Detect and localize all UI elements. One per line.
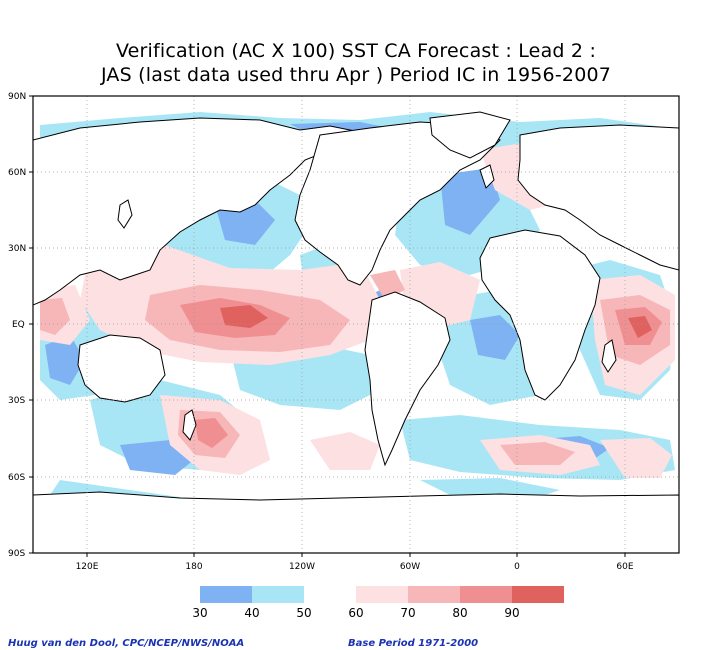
lon-label-120w: 120W <box>289 562 315 572</box>
tick-marks <box>29 95 626 557</box>
skill-80-90-regions <box>180 298 662 448</box>
lat-label-60s: 60S <box>8 473 25 483</box>
legend-swatch-3 <box>356 586 408 603</box>
graticule <box>33 96 679 553</box>
legend-label-60: 60 <box>348 606 363 620</box>
legend-swatch-1 <box>252 586 304 603</box>
longitude-labels: 120E 180 120W 60W 0 60E <box>76 562 634 572</box>
latitude-labels: 90N 60N 30N EQ 30S 60S 90S <box>8 92 26 559</box>
legend-swatch-0 <box>200 586 252 603</box>
legend-label-40: 40 <box>244 606 259 620</box>
lon-label-120e: 120E <box>76 562 99 572</box>
lon-label-180: 180 <box>185 562 202 572</box>
legend-label-70: 70 <box>400 606 415 620</box>
legend-label-80: 80 <box>452 606 467 620</box>
map-title-line2: JAS (last data used thru Apr ) Period IC… <box>100 64 612 86</box>
legend-label-90: 90 <box>504 606 519 620</box>
legend-swatch-6 <box>512 586 564 603</box>
legend-label-30: 30 <box>192 606 207 620</box>
skill-90-plus-regions <box>220 305 652 338</box>
legend-swatch-5 <box>460 586 512 603</box>
lat-label-30s: 30S <box>8 396 25 406</box>
continent-outlines <box>33 111 679 553</box>
author-credit: Huug van den Dool, CPC/NCEP/NWS/NOAA <box>8 638 245 649</box>
lon-label-60w: 60W <box>400 562 420 572</box>
legend-label-50: 50 <box>296 606 311 620</box>
lon-label-0: 0 <box>514 562 520 572</box>
lon-label-60e: 60E <box>616 562 633 572</box>
map-field <box>33 96 679 553</box>
color-legend: 30 40 50 60 70 80 90 <box>192 586 564 620</box>
legend-swatch-2 <box>304 586 356 603</box>
lat-label-90n: 90N <box>8 92 26 102</box>
lat-label-eq: EQ <box>12 320 25 330</box>
lat-label-60n: 60N <box>8 168 26 178</box>
base-period-note: Base Period 1971-2000 <box>348 638 479 649</box>
lat-label-90s: 90S <box>8 549 25 559</box>
map-title-line1: Verification (AC X 100) SST CA Forecast … <box>115 40 597 62</box>
lat-label-30n: 30N <box>8 244 26 254</box>
legend-swatch-4 <box>408 586 460 603</box>
